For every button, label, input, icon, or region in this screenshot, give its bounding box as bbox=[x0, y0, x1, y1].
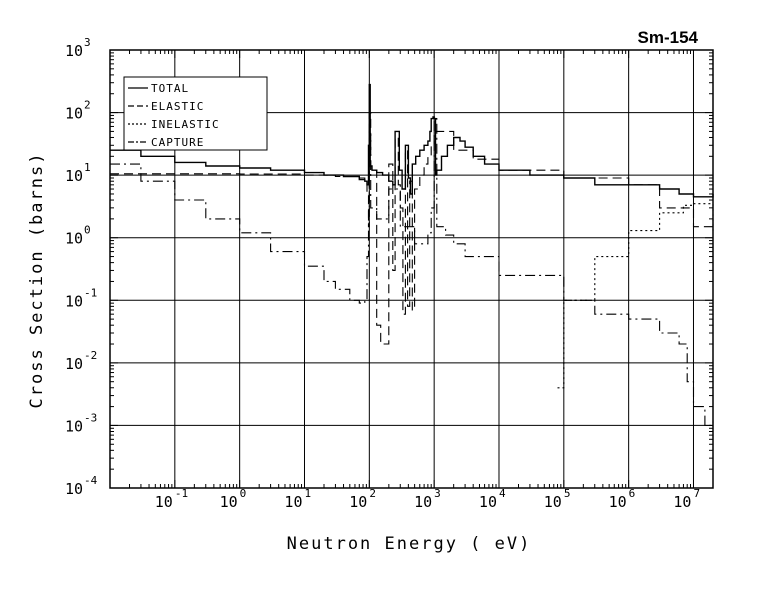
y-axis-title: Cross Section (barns) bbox=[27, 152, 47, 409]
legend: TOTAL ELASTIC INELASTIC CAPTURE bbox=[123, 76, 268, 151]
x-tick-exponent: 5 bbox=[564, 487, 571, 500]
y-tick-base: 10 bbox=[65, 292, 83, 310]
x-tick-label: 10 4 bbox=[479, 487, 506, 511]
y-tick-exponent: -1 bbox=[84, 286, 97, 299]
y-tick-label: 10 1 bbox=[65, 161, 91, 185]
y-tick-label: 10 -3 bbox=[65, 411, 97, 435]
legend-box bbox=[123, 76, 268, 151]
plot-frame bbox=[109, 49, 714, 489]
x-tick-base: 10 bbox=[673, 493, 691, 511]
y-tick-exponent: 2 bbox=[84, 99, 91, 112]
y-tick-base: 10 bbox=[65, 355, 83, 373]
y-tick-label: 10 2 bbox=[65, 99, 91, 123]
x-tick-labels: 10 -1 10 0 10 1 10 2 10 3 10 4 10 5 10 6 10 7 bbox=[155, 487, 700, 511]
legend-label-elastic: ELASTIC bbox=[151, 100, 204, 113]
y-tick-label: 10 -4 bbox=[65, 474, 98, 498]
x-tick-base: 10 bbox=[414, 493, 432, 511]
x-tick-exponent: 2 bbox=[369, 487, 376, 500]
series-layer bbox=[110, 83, 714, 426]
x-tick-exponent: 0 bbox=[240, 487, 247, 500]
x-tick-exponent: 6 bbox=[629, 487, 636, 500]
x-tick-exponent: 3 bbox=[434, 487, 441, 500]
y-tick-base: 10 bbox=[65, 480, 83, 498]
x-tick-base: 10 bbox=[609, 493, 627, 511]
x-tick-base: 10 bbox=[349, 493, 367, 511]
y-tick-label: 10 -2 bbox=[65, 349, 97, 373]
legend-label-total: TOTAL bbox=[151, 82, 189, 95]
y-tick-label: 10 3 bbox=[65, 36, 91, 60]
y-tick-exponent: -3 bbox=[84, 411, 97, 424]
x-tick-label: 10 -1 bbox=[155, 487, 188, 511]
chart-title: Sm-154 bbox=[638, 28, 699, 47]
y-tick-exponent: -4 bbox=[84, 474, 98, 487]
legend-label-capture: CAPTURE bbox=[151, 136, 204, 149]
series-capture-line bbox=[110, 118, 714, 426]
x-tick-label: 10 7 bbox=[673, 487, 700, 511]
y-tick-base: 10 bbox=[65, 417, 83, 435]
x-tick-exponent: 1 bbox=[304, 487, 311, 500]
y-tick-exponent: 0 bbox=[84, 224, 91, 237]
y-tick-label: 10 0 bbox=[65, 224, 91, 248]
x-tick-exponent: -1 bbox=[175, 487, 188, 500]
y-tick-base: 10 bbox=[65, 167, 83, 185]
y-tick-exponent: -2 bbox=[84, 349, 97, 362]
x-tick-exponent: 7 bbox=[693, 487, 700, 500]
x-tick-base: 10 bbox=[155, 493, 173, 511]
x-tick-base: 10 bbox=[479, 493, 497, 511]
y-tick-exponent: 3 bbox=[84, 36, 91, 49]
x-tick-base: 10 bbox=[220, 493, 238, 511]
x-tick-label: 10 5 bbox=[544, 487, 571, 511]
legend-label-inelastic: INELASTIC bbox=[151, 118, 220, 131]
x-tick-label: 10 3 bbox=[414, 487, 441, 511]
y-tick-base: 10 bbox=[65, 230, 83, 248]
y-tick-label: 10 -1 bbox=[65, 286, 97, 310]
x-tick-label: 10 2 bbox=[349, 487, 376, 511]
x-tick-base: 10 bbox=[544, 493, 562, 511]
y-tick-base: 10 bbox=[65, 42, 83, 60]
x-tick-label: 10 1 bbox=[284, 487, 311, 511]
x-tick-label: 10 6 bbox=[609, 487, 636, 511]
tick-marks bbox=[109, 49, 714, 489]
x-tick-label: 10 0 bbox=[220, 487, 247, 511]
y-tick-base: 10 bbox=[65, 105, 83, 123]
series-inelastic-line bbox=[557, 203, 714, 389]
x-tick-base: 10 bbox=[284, 493, 302, 511]
y-tick-exponent: 1 bbox=[84, 161, 91, 174]
x-axis-title: Neutron Energy ( eV) bbox=[287, 534, 532, 554]
x-tick-exponent: 4 bbox=[499, 487, 506, 500]
